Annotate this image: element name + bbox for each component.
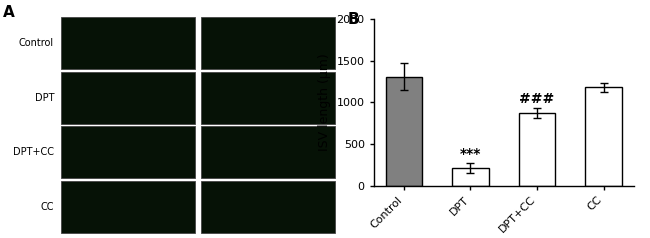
Text: DPT: DPT	[34, 93, 54, 103]
Text: ***: ***	[460, 147, 481, 161]
Text: ###: ###	[519, 92, 554, 106]
Bar	[61, 126, 195, 178]
Text: Control: Control	[19, 38, 54, 48]
Text: A: A	[3, 5, 15, 20]
Bar	[201, 181, 335, 233]
Bar	[201, 126, 335, 178]
Bar	[61, 181, 195, 233]
Text: CC: CC	[40, 202, 54, 212]
Bar	[61, 17, 195, 69]
Bar	[452, 168, 489, 186]
Y-axis label: ISV length (μm): ISV length (μm)	[318, 54, 331, 151]
Text: DPT+CC: DPT+CC	[13, 147, 54, 157]
Bar	[585, 87, 622, 186]
Bar	[385, 77, 422, 186]
Bar	[201, 72, 335, 124]
Bar	[519, 113, 555, 186]
Bar	[61, 72, 195, 124]
Bar	[201, 17, 335, 69]
Text: B: B	[348, 12, 359, 27]
